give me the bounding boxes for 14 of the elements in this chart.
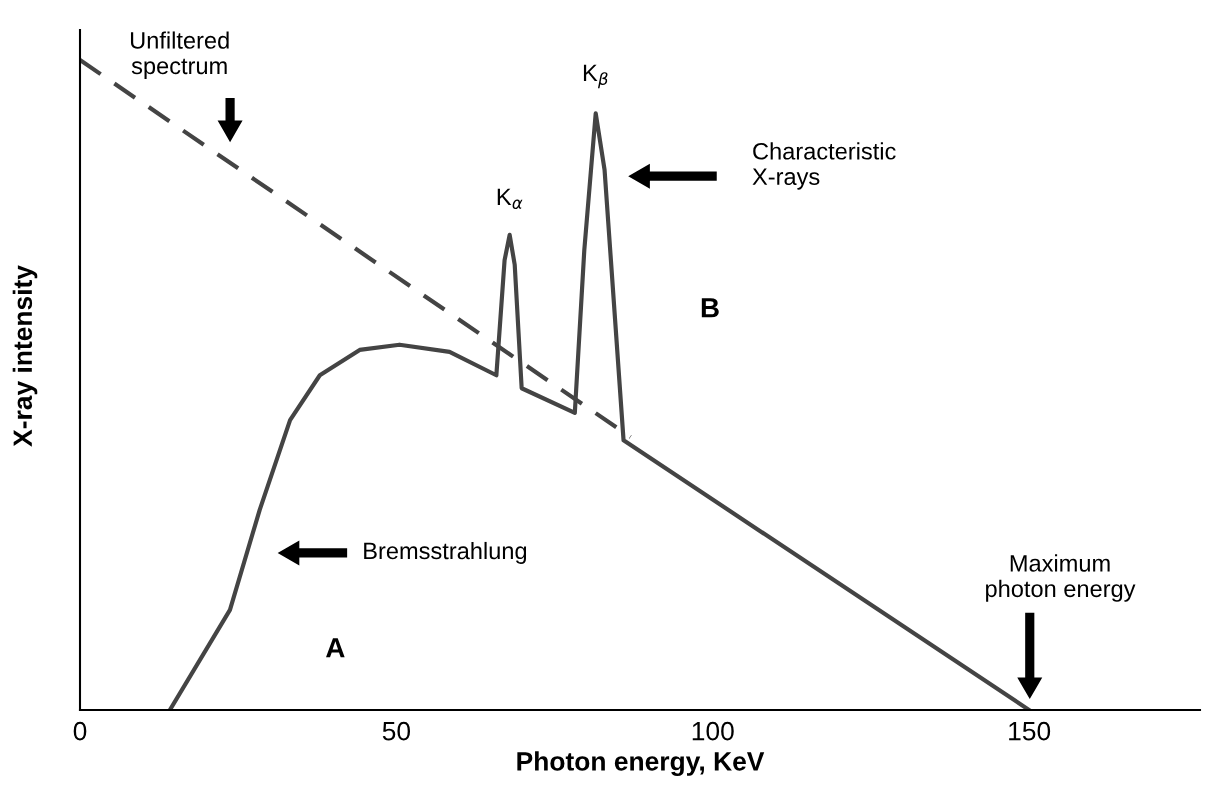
annotation: Bremsstrahlung [364, 541, 527, 564]
annotation: K$_{β}$ [583, 64, 608, 89]
y-axis-title: X-ray intensity [12, 265, 38, 447]
x-tick-label: 50 [382, 721, 411, 741]
x-tick-label: 100 [692, 721, 734, 741]
annotation: Characteristic X-rays [752, 142, 896, 190]
x-axis-title: Photon energy, KeV [517, 751, 765, 776]
annotation: B [701, 298, 719, 318]
annotation: Maximum photon energy [986, 554, 1136, 602]
annotation: Unfiltered spectrum [130, 31, 229, 79]
annotation: A [326, 638, 345, 658]
annotation: K$_{α}$ [497, 188, 523, 209]
x-tick-label: 0 [73, 721, 87, 741]
x-tick-label: 150 [1009, 721, 1051, 741]
